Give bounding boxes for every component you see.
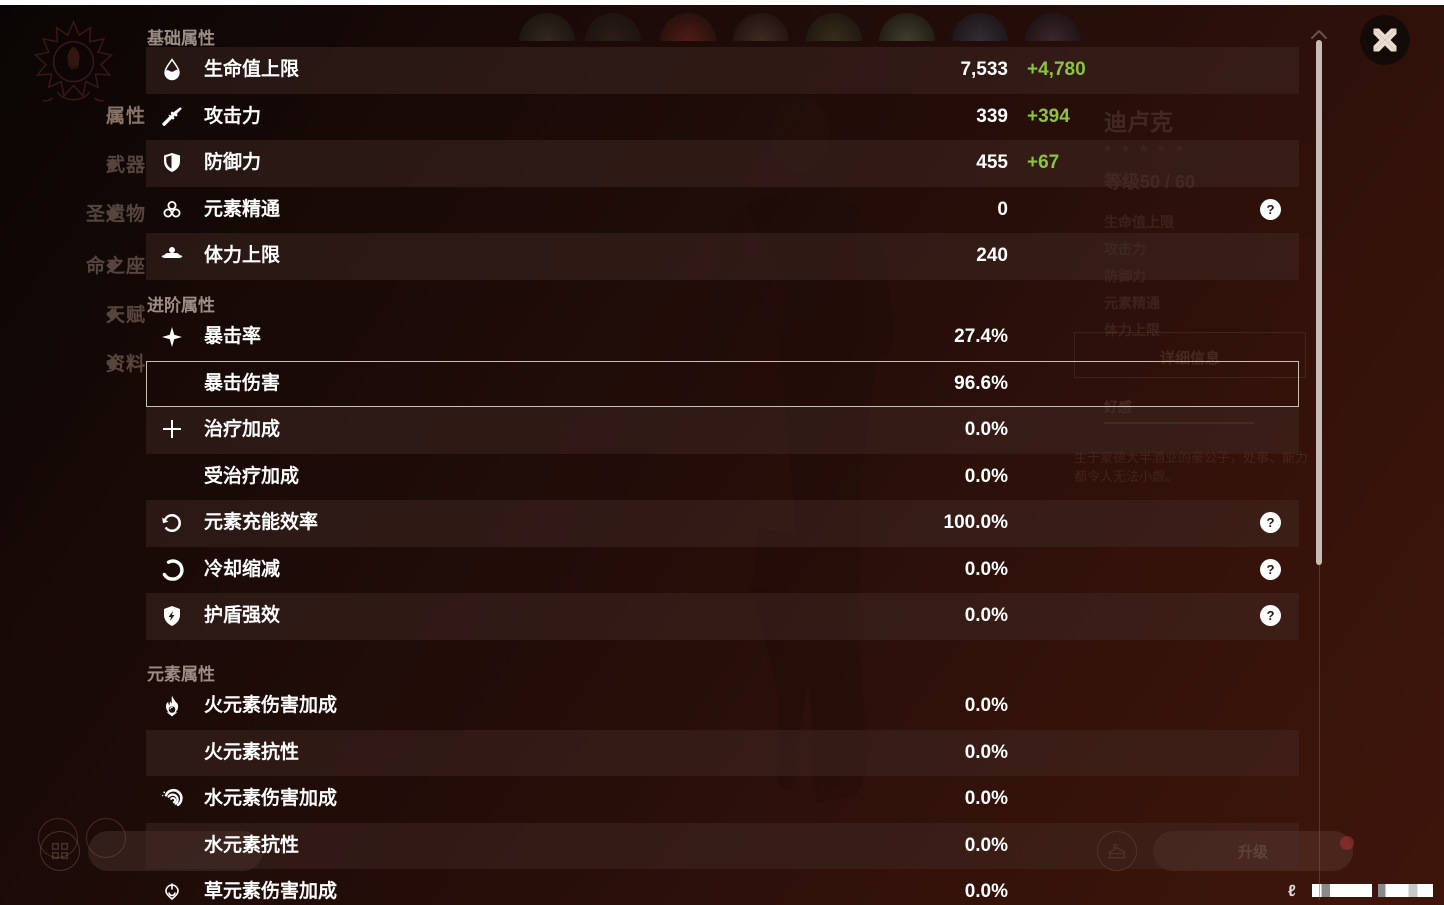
svg-text:?: ?	[1266, 561, 1274, 576]
svg-text:?: ?	[1266, 201, 1274, 216]
svg-text:?: ?	[1266, 515, 1274, 530]
svg-text:?: ?	[1266, 608, 1274, 623]
